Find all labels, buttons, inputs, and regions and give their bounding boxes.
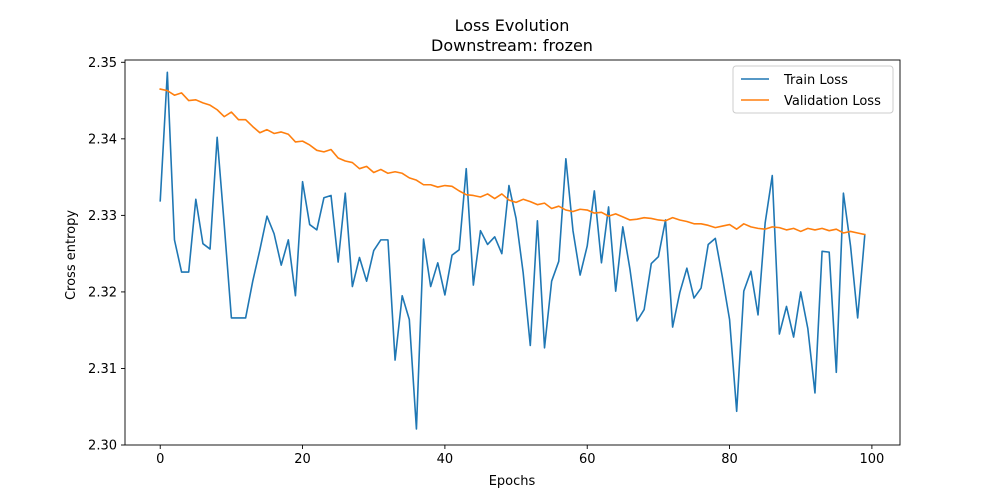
- plot-frame: [124, 59, 901, 446]
- y-axis-label: Cross entropy: [64, 210, 79, 300]
- y-tick-label: 2.31: [88, 362, 117, 377]
- x-tick-label: 0: [156, 452, 164, 467]
- x-axis-label: Epochs: [489, 474, 536, 489]
- x-tick-label: 60: [579, 452, 596, 467]
- legend-label: Train Loss: [783, 73, 848, 88]
- y-tick-label: 2.35: [88, 56, 117, 71]
- y-tick-label: 2.30: [88, 439, 117, 454]
- chart-title: Loss Evolution: [455, 16, 570, 35]
- validation-loss-line: [159, 88, 866, 236]
- x-tick-label: 80: [721, 452, 738, 467]
- y-tick-label: 2.32: [88, 285, 117, 300]
- y-tick-label: 2.33: [88, 209, 117, 224]
- chart-subtitle: Downstream: frozen: [431, 36, 593, 55]
- legend-label: Validation Loss: [784, 94, 881, 109]
- legend-box: [732, 65, 894, 114]
- x-tick-label: 40: [437, 452, 454, 467]
- y-tick-label: 2.34: [88, 132, 117, 147]
- x-tick-label: 20: [294, 452, 311, 467]
- x-tick-label: 100: [859, 452, 884, 467]
